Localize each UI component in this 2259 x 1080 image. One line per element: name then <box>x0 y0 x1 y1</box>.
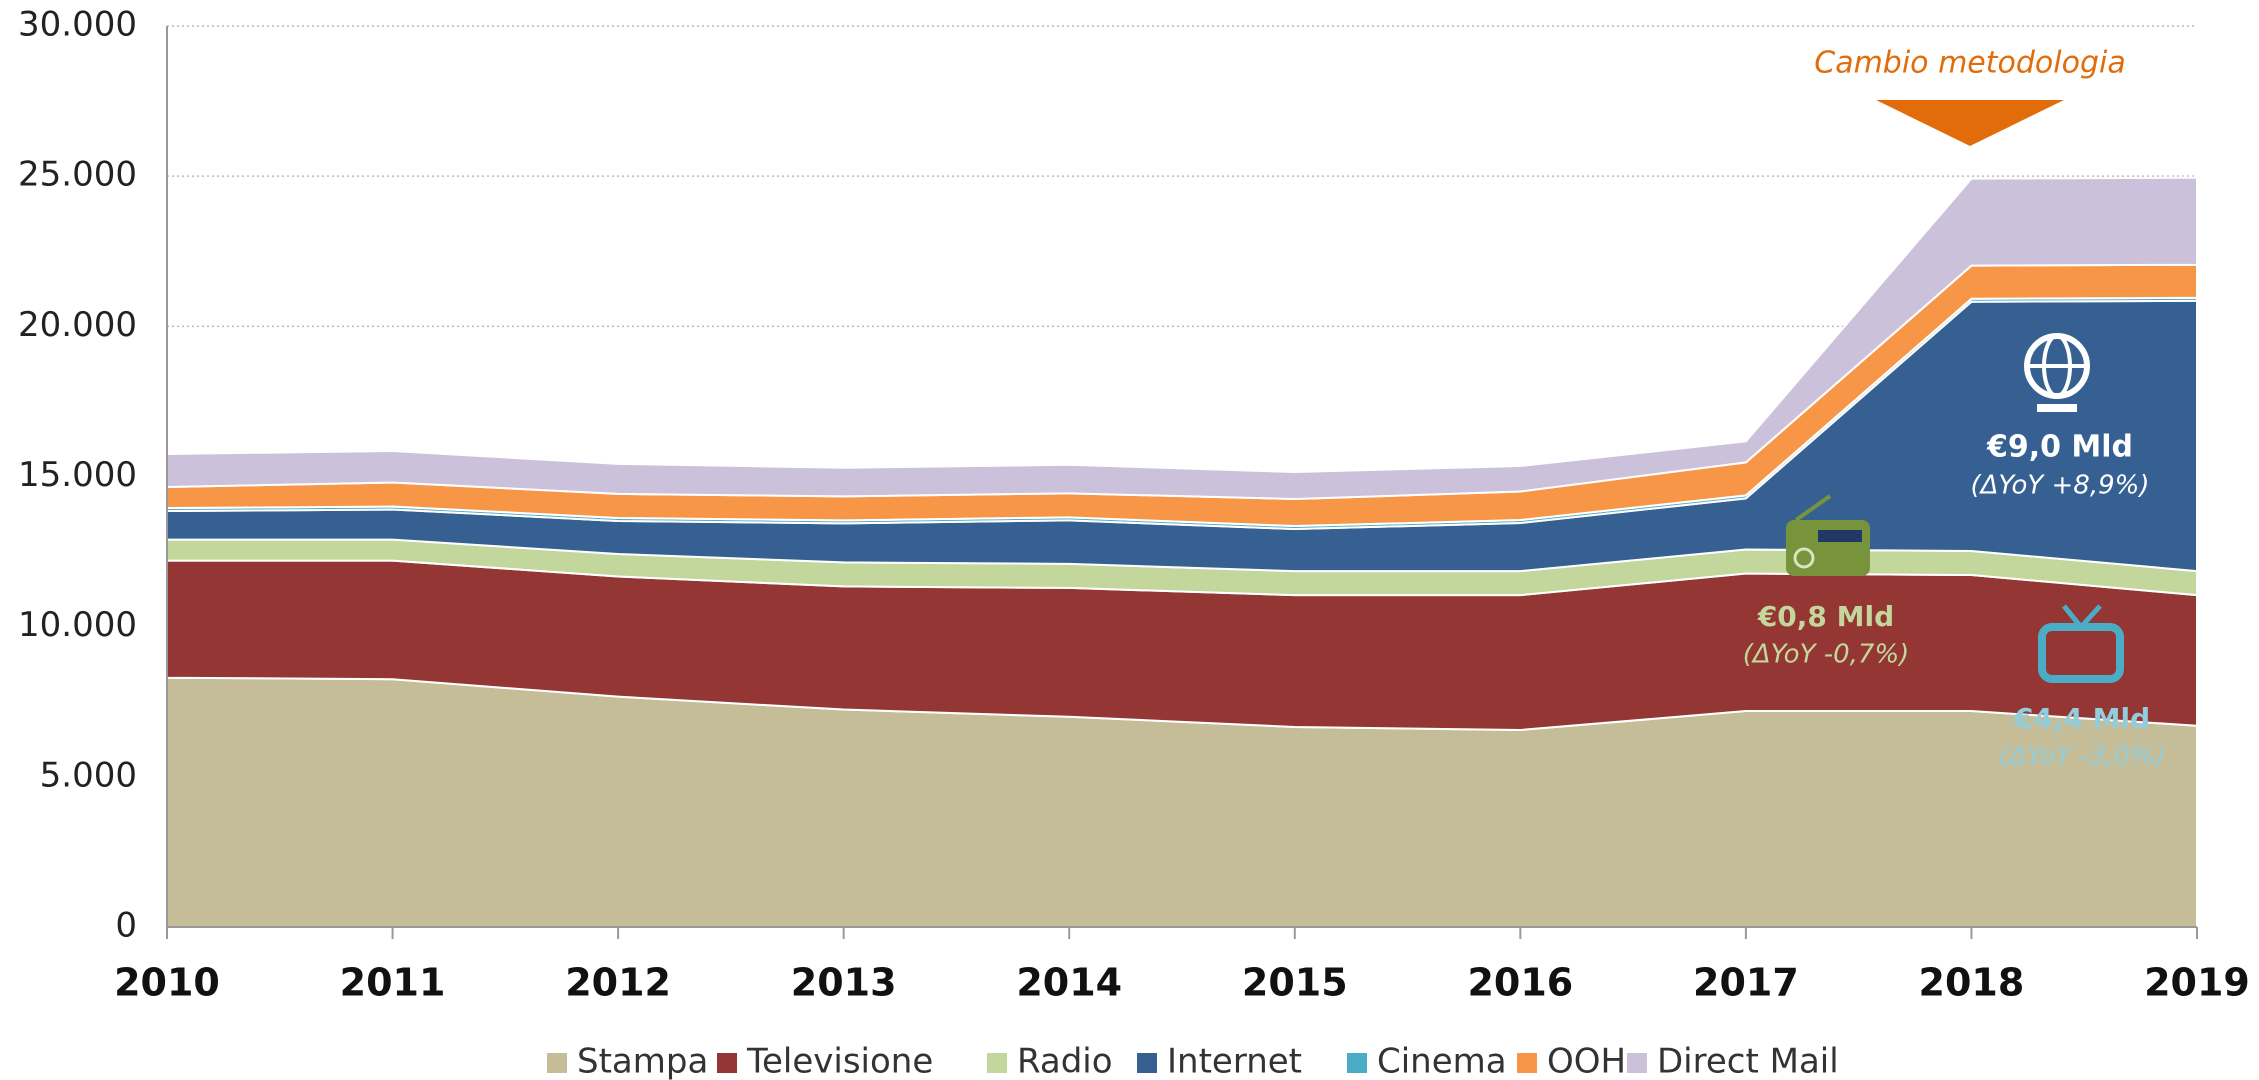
y-tick-label: 15.000 <box>18 455 137 495</box>
annotations: Cambio metodologia €9,0 Mld (ΔYoY +8,9%) €0… <box>1743 46 2166 772</box>
x-tick-label: 2010 <box>114 961 220 1005</box>
legend-label: OOH <box>1547 1042 1626 1080</box>
icon <box>1818 530 1862 542</box>
icon <box>2062 604 2083 629</box>
legend-label: Cinema <box>1377 1042 1507 1080</box>
icon <box>2037 404 2077 412</box>
y-tick-label: 25.000 <box>18 155 137 195</box>
x-tick-label: 2013 <box>791 961 897 1005</box>
x-tick-label: 2011 <box>340 961 446 1005</box>
legend: Stampa Televisione Radio Internet Cinema OOH D… <box>547 1042 1839 1080</box>
y-tick-label: 0 <box>115 906 137 946</box>
x-tick-label: 2015 <box>1242 961 1348 1005</box>
annotation: (ΔYoY -3,0%) <box>1999 742 2166 772</box>
legend-label: Internet <box>1167 1042 1302 1080</box>
x-tick-label: 2014 <box>1016 961 1122 1005</box>
x-tick-label: 2018 <box>1919 961 2025 1005</box>
y-tick-label: 30.000 <box>18 5 137 45</box>
y-tick-label: 20.000 <box>18 305 137 345</box>
legend-swatch <box>717 1053 737 1073</box>
legend-swatch <box>547 1053 567 1073</box>
y-tick-label: 10.000 <box>18 605 137 645</box>
legend-swatch <box>1137 1053 1157 1073</box>
icon <box>1794 494 1832 522</box>
arrow <box>1876 100 2064 146</box>
x-tick-label: 2017 <box>1693 961 1799 1005</box>
legend-swatch <box>987 1053 1007 1073</box>
legend-swatch <box>1627 1053 1647 1073</box>
x-tick-label: 2016 <box>1467 961 1573 1005</box>
axes: 0 5.000 10.000 15.000 20.000 25.000 30.000 2010… <box>18 5 2250 1005</box>
legend-swatch <box>1347 1053 1367 1073</box>
annotation: Cambio metodologia <box>1814 46 2125 81</box>
annotation: (ΔYoY +8,9%) <box>1971 471 2150 501</box>
x-tick-label: 2012 <box>565 961 671 1005</box>
legend-label: Stampa <box>577 1042 708 1080</box>
icon <box>1786 520 1870 576</box>
annotation: €4,4 Mld <box>2013 702 2150 735</box>
legend-swatch <box>1517 1053 1537 1073</box>
legend-label: Direct Mail <box>1657 1042 1839 1080</box>
annotation: €9,0 Mld <box>1986 430 2133 465</box>
areas <box>166 176 2198 928</box>
x-tick-label: 2019 <box>2144 961 2250 1005</box>
icon <box>1793 547 1815 569</box>
legend-label: Radio <box>1017 1042 1113 1080</box>
icon <box>2079 604 2102 629</box>
legend-label: Televisione <box>746 1042 933 1080</box>
y-tick-label: 5.000 <box>40 755 137 795</box>
annotation: €0,8 Mld <box>1757 600 1894 633</box>
annotation: (ΔYoY -0,7%) <box>1743 640 1910 670</box>
area <box>166 176 2198 501</box>
